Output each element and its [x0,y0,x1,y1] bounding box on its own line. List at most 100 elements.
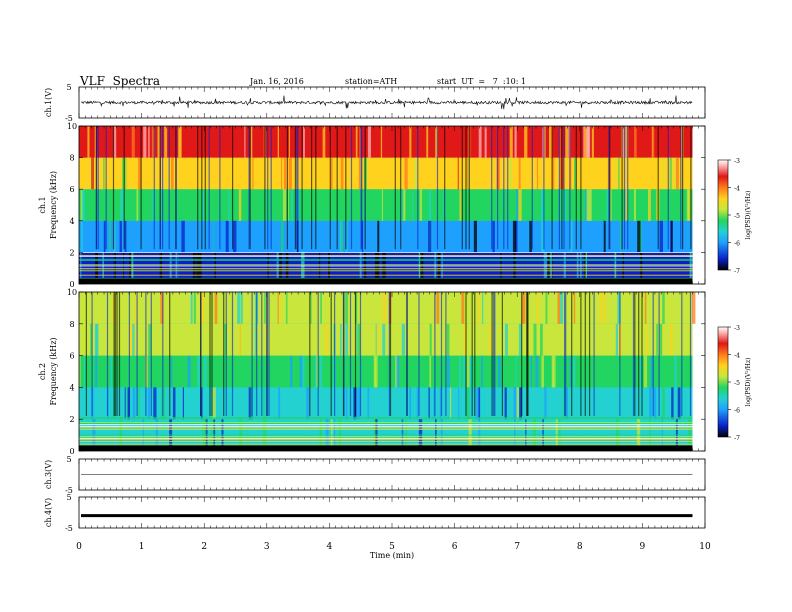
spectral-streak [321,292,323,324]
spectral-streak [533,323,537,356]
x-tick-label: 6 [452,542,458,552]
sferic-streak [145,292,147,416]
y-axis-label: ch.1(V) [44,88,53,117]
spectral-streak [650,355,654,388]
spectral-streak [674,355,677,388]
spectral-streak [459,189,462,221]
sferic-streak [286,126,288,250]
sferic-streak [296,126,298,250]
spectral-streak [103,157,105,190]
spectral-streak [661,157,665,190]
sferic-streak [491,292,493,416]
y-tick-label: 5 [66,83,71,92]
spectral-streak [573,355,576,388]
spectral-streak [367,387,370,420]
spectral-streak [416,387,419,420]
sferic-streak [315,126,317,250]
y-tick-label: -5 [65,486,73,495]
spectral-streak [429,323,432,356]
spectral-streak [345,323,349,356]
sferic-streak [232,126,234,250]
x-tick-label: 8 [577,542,583,552]
sferic-streak [267,126,269,250]
spectral-streak [478,387,481,420]
sferic-streak [350,126,353,250]
spectral-streak [168,157,172,190]
sferic-streak [389,292,392,416]
spectral-streak [609,387,613,420]
y-tick-label: 6 [69,185,74,194]
sferic-streak [503,126,505,250]
spectral-streak [329,220,333,253]
spectral-streak [127,387,130,420]
spectral-streak [429,189,432,221]
spectral-streak [634,189,636,221]
spectral-streak [250,126,253,158]
spectral-streak [87,126,90,158]
sferic-streak [225,292,227,416]
spectral-streak [119,220,122,253]
y-tick-label: 2 [69,248,74,257]
spectral-streak [610,189,612,221]
spectral-streak [341,220,343,253]
spectral-streak [583,126,585,158]
spectral-streak [600,126,603,158]
spectral-streak [164,126,168,158]
y-tick-label: 5 [66,455,71,464]
spectral-streak [132,323,135,356]
sferic-streak [97,126,99,250]
spectral-streak [625,220,628,253]
spectral-streak [251,157,254,190]
spectral-streak [603,220,606,253]
spectral-streak [556,220,559,253]
spectral-streak [518,323,522,356]
spectral-streak [553,387,558,420]
spectral-streak [604,292,607,324]
sferic-streak [436,126,439,250]
x-tick-label: 0 [76,542,82,552]
spectral-streak [153,387,157,420]
sferic-streak [521,292,523,416]
sferic-streak [175,126,177,250]
spectral-streak [382,323,386,356]
spectral-streak [566,387,568,420]
sferic-streak [334,292,336,416]
spectrogram-band [79,157,693,190]
colorbar-tick-label: -7 [734,435,740,442]
sferic-streak [113,292,115,416]
sferic-streak [123,126,125,250]
spectral-streak [345,292,348,324]
spectral-streak [280,292,282,324]
sferic-streak [491,126,493,250]
spectral-streak [110,355,113,388]
spectral-streak [285,292,288,324]
spectral-streak [672,157,675,190]
y-tick-label: 5 [66,493,71,502]
spectral-streak [463,355,466,388]
sferic-streak [118,292,121,416]
spectral-streak [441,189,444,221]
spectral-streak [470,126,473,158]
sferic-streak [364,126,366,250]
spectral-streak [623,292,627,324]
spectral-streak [653,387,657,420]
sferic-streak [317,292,319,416]
spectral-streak [394,292,398,324]
sferic-streak [434,292,436,416]
sferic-streak [169,292,171,416]
sferic-streak [150,292,152,416]
spectral-streak [606,189,610,221]
colorbar-label: log(PSD)(V²/Hz) [745,358,752,407]
spectral-streak [535,355,539,388]
spectral-streak [178,126,182,158]
channel-label: ch.1 [38,196,47,213]
sferic-streak [658,292,660,416]
spectral-streak [423,323,426,356]
header-start-time: start UT = 7 :10: 1 [437,77,527,86]
sferic-streak [95,126,98,250]
colorbar-scale [717,159,729,271]
x-tick-label: 4 [327,542,333,552]
sferic-streak [301,126,303,250]
spectral-streak [125,292,128,324]
